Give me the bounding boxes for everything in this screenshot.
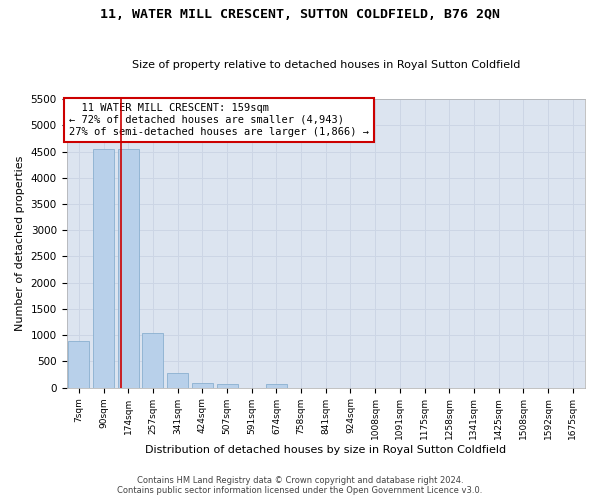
Bar	[68, 342, 89, 388]
Bar	[217, 384, 238, 388]
Bar	[167, 372, 188, 388]
Y-axis label: Number of detached properties: Number of detached properties	[15, 156, 25, 331]
Text: 11 WATER MILL CRESCENT: 159sqm
← 72% of detached houses are smaller (4,943)
27% : 11 WATER MILL CRESCENT: 159sqm ← 72% of …	[69, 104, 369, 136]
Bar	[93, 150, 114, 388]
Bar	[118, 150, 139, 388]
X-axis label: Distribution of detached houses by size in Royal Sutton Coldfield: Distribution of detached houses by size …	[145, 445, 506, 455]
Title: Size of property relative to detached houses in Royal Sutton Coldfield: Size of property relative to detached ho…	[131, 60, 520, 70]
Bar	[142, 332, 163, 388]
Text: 11, WATER MILL CRESCENT, SUTTON COLDFIELD, B76 2QN: 11, WATER MILL CRESCENT, SUTTON COLDFIEL…	[100, 8, 500, 20]
Text: Contains HM Land Registry data © Crown copyright and database right 2024.
Contai: Contains HM Land Registry data © Crown c…	[118, 476, 482, 495]
Bar	[192, 382, 213, 388]
Bar	[266, 384, 287, 388]
